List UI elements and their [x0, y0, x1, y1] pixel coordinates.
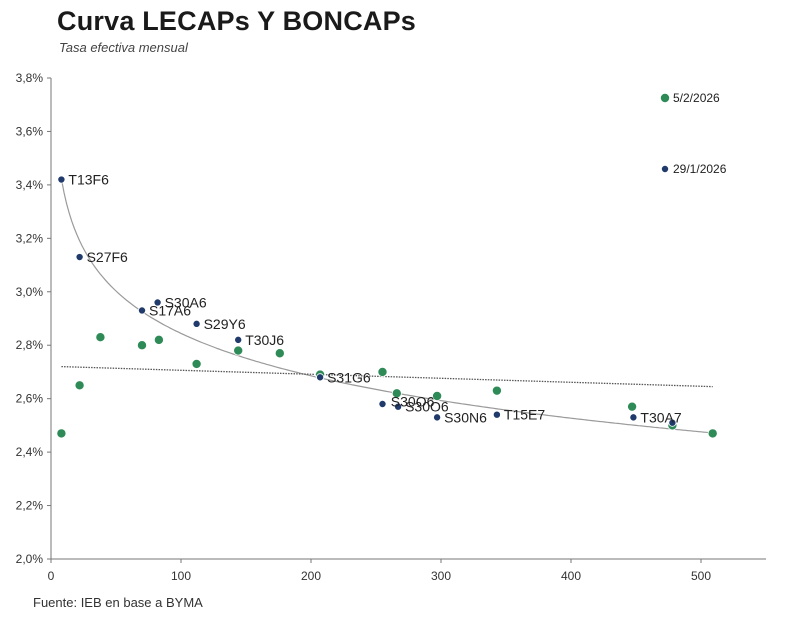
- chart-subtitle: Tasa efectiva mensual: [59, 40, 188, 55]
- point-5-2-2026: [191, 358, 202, 369]
- point-29-1-2026: [433, 413, 442, 422]
- point-29-1-2026: [57, 175, 66, 184]
- point-29-1-2026: [234, 335, 243, 344]
- point-5-2-2026: [391, 388, 402, 399]
- point-29-1-2026: [492, 410, 501, 419]
- legend-marker: [660, 93, 671, 104]
- point-5-2-2026: [707, 428, 718, 439]
- point-29-1-2026: [75, 253, 84, 262]
- point-29-1-2026: [316, 373, 325, 382]
- legend-label: 5/2/2026: [673, 91, 720, 105]
- point-29-1-2026: [192, 319, 201, 328]
- point-29-1-2026: [378, 400, 387, 409]
- legend-label: 29/1/2026: [673, 162, 727, 176]
- y-tick-label: 2,6%: [16, 392, 44, 406]
- point-label: T30A7: [640, 409, 681, 425]
- x-tick-label: 400: [561, 569, 581, 583]
- y-tick-label: 3,0%: [16, 285, 44, 299]
- point-5-2-2026: [377, 366, 388, 377]
- point-5-2-2026: [627, 401, 638, 412]
- point-5-2-2026: [95, 332, 106, 343]
- point-label: T15E7: [504, 407, 545, 423]
- point-label: S17A6: [149, 302, 191, 318]
- point-label: S29Y6: [204, 316, 246, 332]
- point-5-2-2026: [153, 334, 164, 345]
- point-5-2-2026: [274, 348, 285, 359]
- point-5-2-2026: [74, 380, 85, 391]
- axes: 2,0% 2,2% 2,4% 2,6% 2,8% 3,0% 3,2% 3,4% 3,6% 3,8%…: [16, 71, 766, 583]
- data-points: [56, 175, 718, 439]
- point-29-1-2026: [668, 418, 677, 427]
- legend: 5/2/2026 29/1/2026: [660, 91, 727, 176]
- point-29-1-2026: [153, 298, 162, 307]
- point-29-1-2026: [629, 413, 638, 422]
- x-tick-label: 300: [431, 569, 451, 583]
- point-label: S31G6: [327, 369, 371, 385]
- point-5-2-2026: [136, 340, 147, 351]
- x-tick-label: 200: [301, 569, 321, 583]
- point-5-2-2026: [56, 428, 67, 439]
- chart-title: Curva LECAPs Y BONCAPs: [57, 6, 417, 36]
- x-tick-label: 500: [691, 569, 711, 583]
- point-5-2-2026: [233, 345, 244, 356]
- y-tick-label: 2,0%: [16, 552, 44, 566]
- point-label: T13F6: [68, 172, 109, 188]
- y-tick-label: 3,8%: [16, 71, 44, 85]
- log-trendline: [60, 178, 712, 434]
- y-tick-label: 3,2%: [16, 231, 44, 245]
- y-tick-label: 2,2%: [16, 499, 44, 513]
- point-label: S30A6: [165, 294, 207, 310]
- point-label: S30O6: [405, 399, 449, 415]
- point-29-1-2026: [137, 306, 146, 315]
- point-5-2-2026: [491, 385, 502, 396]
- point-label: S30O6: [391, 393, 435, 409]
- y-tick-label: 2,4%: [16, 445, 44, 459]
- x-tick-label: 100: [171, 569, 191, 583]
- point-29-1-2026: [394, 402, 403, 411]
- y-tick-label: 2,8%: [16, 338, 44, 352]
- legend-marker: [661, 164, 670, 173]
- y-tick-label: 3,4%: [16, 178, 44, 192]
- point-5-2-2026: [432, 390, 443, 401]
- source-note: Fuente: IEB en base a BYMA: [33, 595, 203, 610]
- x-tick-label: 0: [48, 569, 55, 583]
- trendlines: [60, 178, 713, 434]
- linear-trendline: [61, 365, 713, 388]
- point-label: S30N6: [444, 409, 487, 425]
- point-label: S27F6: [87, 249, 128, 265]
- y-tick-label: 3,6%: [16, 124, 44, 138]
- point-label: T30J6: [245, 332, 284, 348]
